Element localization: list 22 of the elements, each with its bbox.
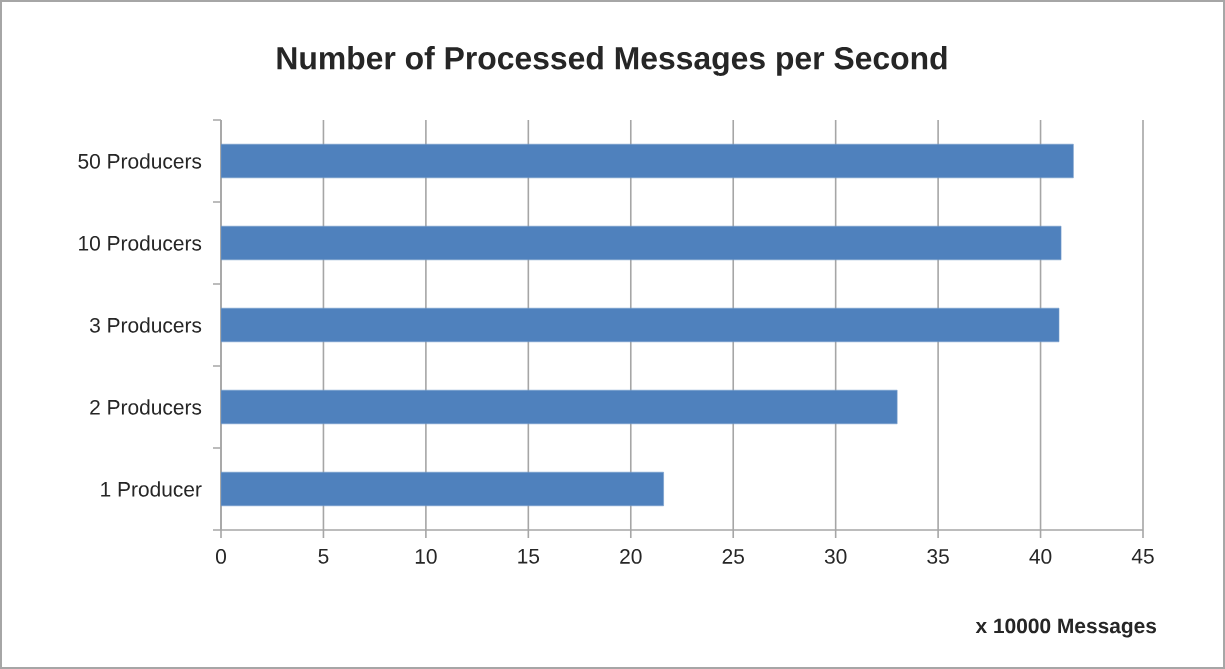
y-tick-label: 50 Producers (78, 153, 202, 169)
x-tick-label: 0 (215, 549, 226, 564)
x-tick-label: 35 (927, 549, 949, 564)
x-tick-label: 20 (620, 549, 642, 564)
x-tick-label: 40 (1029, 549, 1052, 564)
x-tick-label: 25 (722, 549, 744, 564)
chart-title: Number of Processed Messages per Second (277, 46, 947, 76)
bar (221, 389, 898, 425)
y-tick-label: 1 Producer (101, 481, 202, 497)
bar (221, 307, 1060, 343)
y-tick-label: 2 Producers (90, 399, 202, 415)
x-tick-label: 15 (518, 549, 540, 564)
bar (221, 143, 1074, 179)
bar (221, 471, 664, 507)
x-tick-label: 30 (824, 549, 847, 564)
y-tick-label: 10 Producers (79, 235, 202, 251)
x-axis-title: x 10000 Messages (975, 618, 1157, 638)
bar (221, 225, 1062, 261)
x-tick-label: 10 (415, 549, 437, 564)
x-tick-label: 5 (318, 549, 329, 564)
x-tick-label: 45 (1131, 549, 1154, 564)
y-tick-label: 3 Producers (89, 317, 202, 333)
